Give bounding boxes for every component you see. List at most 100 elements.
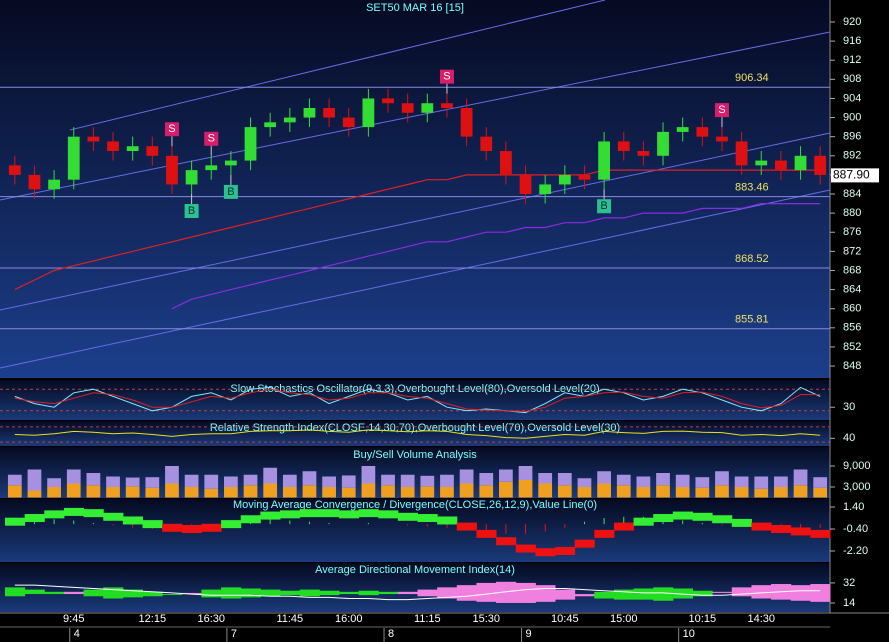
volume-bar (557, 485, 572, 498)
di-band (751, 585, 772, 599)
di-band (417, 589, 438, 597)
volume-bar (420, 475, 435, 487)
candle-body (755, 160, 768, 166)
volume-bar (106, 476, 120, 487)
candle-body (362, 98, 375, 128)
di-band (790, 585, 811, 601)
volume-bar (302, 485, 317, 498)
macd-ribbon (44, 510, 65, 519)
macd-ribbon (712, 515, 733, 524)
macd-ribbon (535, 548, 556, 557)
macd-ribbon (515, 544, 536, 553)
volume-bar (499, 481, 513, 498)
volume-bar (381, 474, 395, 486)
signal-label: S (718, 104, 725, 116)
date-label: 10 (683, 628, 695, 640)
di-band (83, 589, 104, 597)
candle-body (794, 155, 807, 171)
volume-bar (322, 476, 336, 487)
volume-bar (577, 487, 592, 498)
volume-bar (754, 476, 769, 489)
candle-body (244, 127, 257, 161)
macd-ribbon (181, 525, 202, 534)
date-label: 4 (74, 628, 80, 640)
macd-ribbon (672, 511, 693, 520)
di-band (397, 591, 418, 595)
trend-line (69, 0, 606, 131)
y-tick-label: 880 (843, 207, 861, 219)
di-band (594, 591, 615, 599)
y-tick-label: 9,000 (843, 460, 871, 472)
volume-bar (263, 483, 278, 498)
di-band (692, 590, 713, 597)
macd-ribbon (122, 516, 143, 525)
level-label: 868.52 (735, 253, 769, 265)
volume-bar (557, 473, 572, 486)
candle-body (637, 151, 650, 156)
volume-bar (27, 490, 42, 498)
adx-panel (0, 563, 830, 612)
macd-ribbon (653, 514, 674, 523)
volume-bar (7, 474, 22, 486)
candle-body (716, 136, 728, 142)
di-band (24, 589, 45, 595)
x-tick-label: 16:30 (197, 613, 225, 625)
macd-ribbon (280, 510, 301, 519)
candle-body (342, 117, 355, 128)
di-band (437, 587, 458, 599)
macd-ribbon (83, 509, 104, 518)
volume-bar (47, 487, 61, 498)
volume-bar (400, 474, 415, 487)
volume-bar (361, 483, 376, 498)
volume-bar (499, 469, 513, 482)
signal-box (164, 122, 179, 137)
volume-bar (381, 485, 395, 498)
volume-bar (400, 487, 415, 498)
di-band (181, 592, 202, 595)
x-tick-label: 14:30 (747, 613, 775, 625)
volume-bar (204, 488, 219, 498)
volume-bar (184, 474, 199, 487)
di-band (5, 587, 26, 597)
macd-ribbon (201, 523, 222, 532)
macd-ribbon (358, 509, 379, 518)
macd-ribbon (633, 517, 654, 526)
y-tick-label: 30 (843, 401, 855, 413)
candle-body (480, 136, 493, 152)
y-tick-label: 920 (843, 16, 861, 28)
volume-bar (734, 476, 749, 487)
candle-body (676, 127, 689, 132)
volume-bar (165, 483, 179, 498)
di-band (221, 587, 242, 599)
y-tick-label: 876 (843, 226, 861, 238)
macd-ribbon (397, 512, 418, 521)
x-tick-label: 16:00 (335, 613, 363, 625)
signal-label: B (600, 200, 607, 212)
macd-ribbon (594, 529, 615, 538)
volume-bar (125, 486, 140, 498)
last-price-label: 887.90 (833, 168, 870, 182)
volume-bar (715, 485, 729, 498)
volume-bar (636, 487, 651, 498)
trend-line (0, 132, 831, 311)
volume-bar (341, 487, 356, 498)
y-tick-label: 916 (843, 35, 861, 47)
candle-body (500, 151, 512, 175)
candle-body (775, 160, 787, 171)
macd-ribbon (496, 537, 517, 546)
y-tick-label: 908 (843, 73, 861, 85)
candle-body (264, 122, 277, 128)
macd-ribbon (299, 509, 320, 518)
di-band (260, 589, 281, 597)
volume-bar (106, 487, 120, 498)
x-tick-label: 10:15 (689, 613, 717, 625)
level-label: 906.34 (735, 72, 769, 84)
volume-bar (7, 485, 22, 498)
volume-bar (715, 471, 729, 486)
macd-ribbon (24, 514, 45, 523)
macd-ribbon (319, 509, 340, 518)
candle-body (28, 174, 41, 190)
di-band (712, 591, 733, 593)
di-band (456, 585, 477, 601)
y-tick-label: -2.20 (843, 545, 868, 557)
